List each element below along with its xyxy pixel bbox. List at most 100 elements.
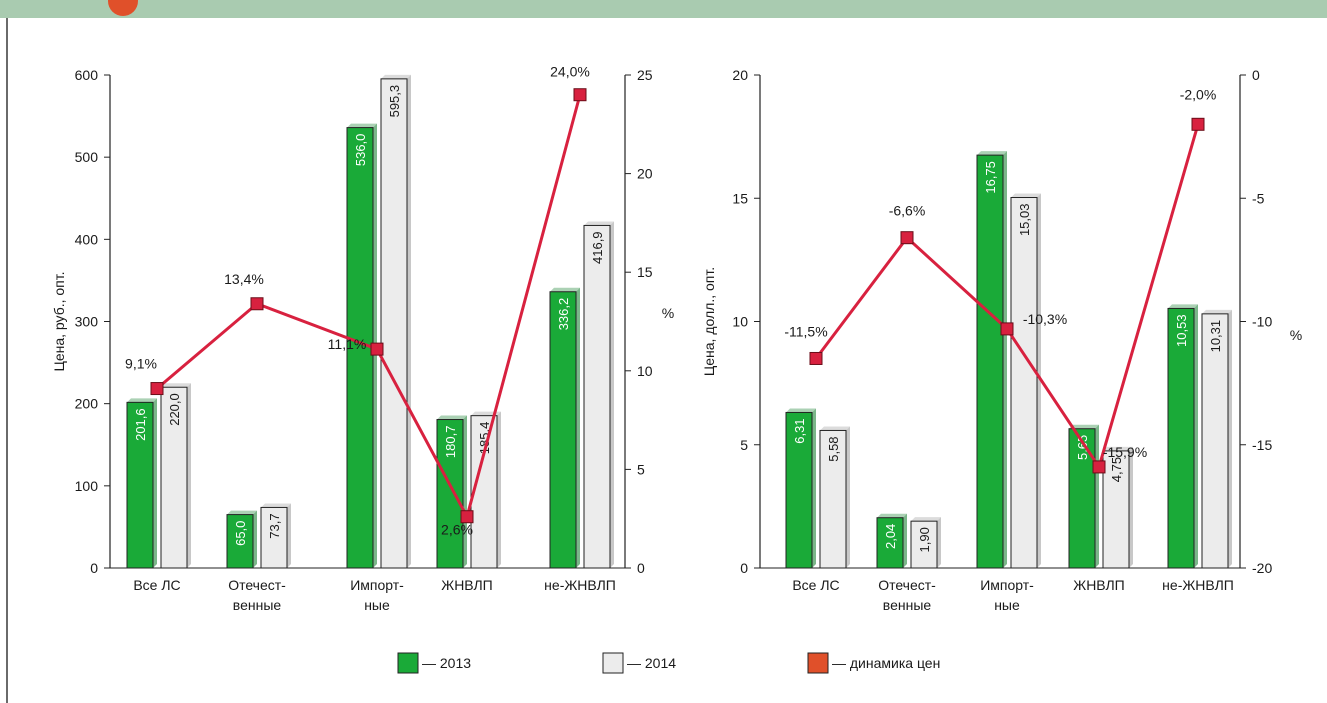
x-category-label: венные	[883, 597, 932, 613]
left-border-rule	[6, 18, 8, 703]
left-y-tick-label: 10	[732, 314, 748, 330]
trend-marker	[809, 351, 823, 365]
bar-value-label: 201,6	[133, 408, 148, 441]
bar-top-2013	[347, 123, 377, 128]
bar-top-2013	[977, 151, 1007, 156]
bar-top-2014	[1011, 193, 1041, 198]
bar-2014	[160, 386, 188, 569]
right-y-tick-label: 25	[637, 67, 653, 83]
bar-2013	[876, 517, 904, 569]
bar-2014	[470, 415, 498, 569]
trend-value-label: -6,6%	[889, 203, 926, 219]
bar-2014	[819, 429, 847, 569]
trend-value-label: -11,5%	[784, 323, 827, 339]
trend-value-label: -10,3%	[1023, 311, 1067, 327]
left-y-tick-label: 0	[90, 560, 98, 576]
header-bar	[0, 0, 1327, 18]
trend-value-label: 2,6%	[441, 522, 473, 538]
right-y-tick-label: 15	[637, 264, 653, 280]
bar-value-label: 180,7	[443, 426, 458, 459]
bar-value-label: 10,31	[1208, 320, 1223, 353]
right-y-axis-title: %	[1290, 327, 1302, 343]
bar-top-2014	[1103, 446, 1133, 451]
bar-value-label: 5,65	[1075, 435, 1090, 460]
bar-value-label: 595,3	[387, 85, 402, 118]
bar-2013	[976, 154, 1004, 569]
legend-label-y2014: — 2014	[627, 655, 676, 671]
trend-marker	[1000, 322, 1014, 336]
left-y-axis-title: Цена, руб., опт.	[51, 271, 67, 371]
bar-value-label: 6,31	[792, 418, 807, 443]
right-y-tick-label: -15	[1252, 437, 1272, 453]
bar-value-label: 536,0	[353, 134, 368, 167]
bar-top-2014	[261, 503, 291, 508]
bar-2013	[785, 411, 813, 569]
trend-value-label: 13,4%	[224, 271, 264, 287]
bar-side-2013	[1095, 424, 1099, 568]
x-category-label: ные	[994, 597, 1020, 613]
trend-marker	[1191, 117, 1205, 131]
bar-2013	[436, 419, 464, 569]
bar-top-2013	[1069, 424, 1099, 429]
trend-marker	[370, 342, 384, 356]
left-y-tick-label: 20	[732, 67, 748, 83]
x-category-label: венные	[233, 597, 282, 613]
bar-side-2013	[576, 287, 580, 568]
left-y-tick-label: 400	[75, 231, 99, 247]
right-y-tick-label: -10	[1252, 314, 1272, 330]
bar-top-2013	[786, 408, 816, 413]
right-y-tick-label: 0	[1252, 67, 1260, 83]
legend-swatch-y2014	[602, 652, 624, 674]
bar-2013	[1167, 307, 1195, 569]
bar-top-2013	[550, 287, 580, 292]
right-y-tick-label: -5	[1252, 190, 1265, 206]
legend-label-trend: — динамика цен	[832, 655, 940, 671]
trend-value-label: 11,1%	[328, 336, 367, 352]
bar-side-2013	[812, 408, 816, 568]
left-y-tick-label: 5	[740, 437, 748, 453]
legend-swatch-trend	[807, 652, 829, 674]
left-y-tick-label: 300	[75, 314, 99, 330]
bar-value-label: 220,0	[167, 393, 182, 426]
chart-2: 0 5 10 15 20 -20 -15 -10 -5 0 Цена, долл., опт. % 6,…	[701, 67, 1302, 613]
bar-top-2014	[1202, 309, 1232, 314]
bar-side-2013	[1003, 151, 1007, 569]
trend-value-label: 9,1%	[125, 356, 157, 372]
bar-top-2013	[1168, 304, 1198, 309]
bar-value-label: 16,75	[983, 161, 998, 194]
x-category-label: Импорт-	[350, 577, 404, 593]
bar-side-2014	[287, 503, 291, 568]
bar-top-2013	[127, 398, 157, 403]
bar-2013	[549, 291, 577, 569]
x-category-label: ЖНВЛП	[1073, 577, 1124, 593]
left-y-tick-label: 15	[732, 190, 748, 206]
left-y-tick-label: 100	[75, 478, 99, 494]
bar-top-2014	[911, 517, 941, 522]
bar-2014	[1201, 313, 1229, 569]
bar-side-2014	[407, 74, 411, 569]
right-y-tick-label: 0	[637, 560, 645, 576]
trend-marker	[900, 231, 914, 245]
bar-side-2014	[1037, 193, 1041, 568]
bar-value-label: 185,4	[477, 422, 492, 455]
left-y-tick-label: 600	[75, 67, 99, 83]
trend-marker	[460, 510, 474, 524]
left-y-tick-label: 0	[740, 560, 748, 576]
bar-2014	[1010, 197, 1038, 569]
bar-top-2014	[161, 383, 191, 388]
bar-value-label: 2,04	[883, 524, 898, 549]
trend-marker	[573, 88, 587, 102]
right-y-tick-label: 10	[637, 363, 653, 379]
right-y-tick-label: 5	[637, 461, 645, 477]
bar-value-label: 10,53	[1174, 314, 1189, 347]
bar-top-2014	[584, 221, 614, 226]
trend-marker	[150, 382, 164, 396]
x-category-label: Отечест-	[228, 577, 286, 593]
bar-value-label: 65,0	[233, 521, 248, 546]
bar-2013	[226, 514, 254, 569]
bar-side-2013	[153, 398, 157, 568]
bar-2014	[1102, 450, 1130, 569]
right-y-tick-label: 20	[637, 166, 653, 182]
right-y-tick-label: -20	[1252, 560, 1272, 576]
